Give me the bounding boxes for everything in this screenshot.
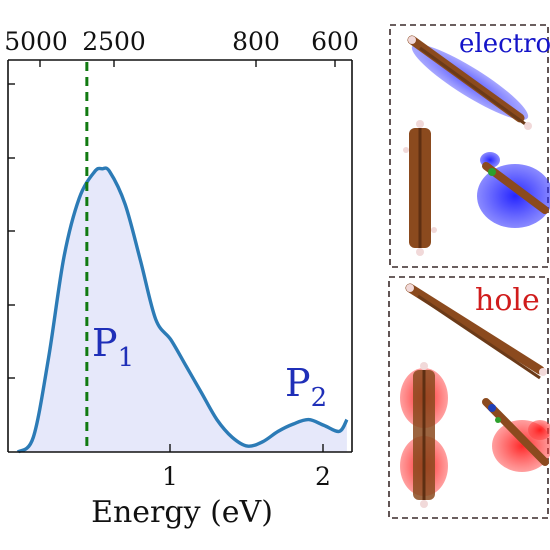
hole-molecule-blob	[482, 398, 550, 472]
peak-label-p2: P2	[285, 361, 327, 413]
spectrum-line	[16, 166, 349, 454]
x-axis-title: Energy (eV)	[91, 495, 273, 530]
hole-molecule-vertical	[400, 362, 448, 508]
electron-panel: electron	[389, 24, 550, 268]
peak-label-p1: P1	[92, 321, 134, 373]
electron-molecule-vertical	[403, 120, 437, 256]
hole-label: hole	[475, 283, 540, 318]
electron-molecule-diagonal	[407, 35, 532, 130]
top-tick-label: 800	[232, 27, 280, 56]
hole-molecule-diagonal	[405, 283, 547, 380]
spectrum-area	[18, 168, 347, 453]
electron-label: electron	[459, 29, 550, 59]
top-tick-label: 5000	[4, 27, 68, 56]
electron-molecule-blob	[477, 152, 550, 228]
x-tick-label: 2	[315, 462, 331, 491]
hole-panel: hole	[388, 276, 550, 519]
top-tick-label: 600	[311, 27, 359, 56]
x-tick-label: 1	[162, 462, 178, 491]
top-tick-label: 2500	[82, 27, 146, 56]
spectrum-plot: 1 2 5000 2500 800 600 Energy (eV) P1 P2	[4, 27, 359, 530]
